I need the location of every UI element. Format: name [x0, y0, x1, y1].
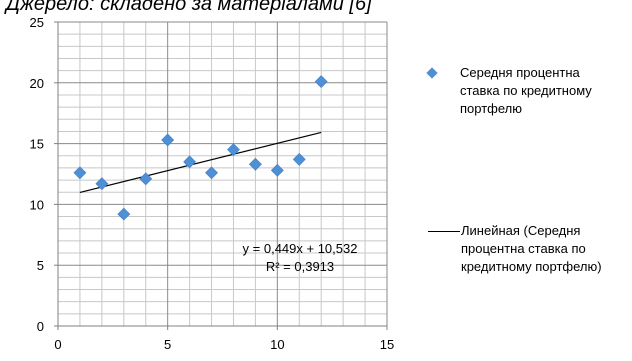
legend-series-label: Середня процентна ставка по кредитному п… [460, 65, 592, 116]
source-caption: Джерело: складено за матеріалами [6] [6, 0, 372, 15]
data-point [117, 207, 131, 221]
data-point [205, 166, 218, 180]
x-tick-label: 0 [54, 337, 61, 352]
y-tick-label: 25 [30, 15, 44, 30]
x-tick-label: 15 [380, 337, 394, 352]
data-point [314, 75, 328, 89]
equation-text: y = 0,449x + 10,532 [242, 241, 358, 256]
legend-trendline-label: Линейная (Середня процентна ставка по кр… [461, 223, 602, 274]
y-tick-label: 5 [37, 258, 44, 273]
y-tick-label: 20 [30, 76, 44, 91]
axes [54, 21, 388, 330]
x-tick-label: 5 [164, 337, 171, 352]
trendline-group [79, 131, 322, 194]
data-points [73, 75, 328, 221]
x-tick-label: 10 [270, 337, 284, 352]
data-point [161, 133, 175, 147]
y-tick-label: 10 [30, 197, 44, 212]
trendline-equation: y = 0,449x + 10,532 R² = 0,3913 [225, 240, 375, 276]
data-point [227, 143, 240, 157]
data-point [248, 157, 262, 171]
data-point [270, 163, 284, 177]
data-point [73, 166, 87, 180]
trendline [79, 131, 322, 194]
data-point [183, 155, 197, 169]
y-tick-label: 15 [30, 137, 44, 152]
data-point [292, 152, 306, 166]
line-sample-icon [428, 231, 460, 232]
y-tick-label: 0 [37, 319, 44, 334]
minor-gridlines [58, 22, 387, 326]
r-squared-text: R² = 0,3913 [265, 259, 335, 274]
data-point [139, 172, 153, 186]
data-point [95, 177, 109, 191]
major-gridlines [58, 21, 388, 326]
tick-labels: 0 5 10 15 20 25 0 5 10 15 [30, 15, 395, 352]
